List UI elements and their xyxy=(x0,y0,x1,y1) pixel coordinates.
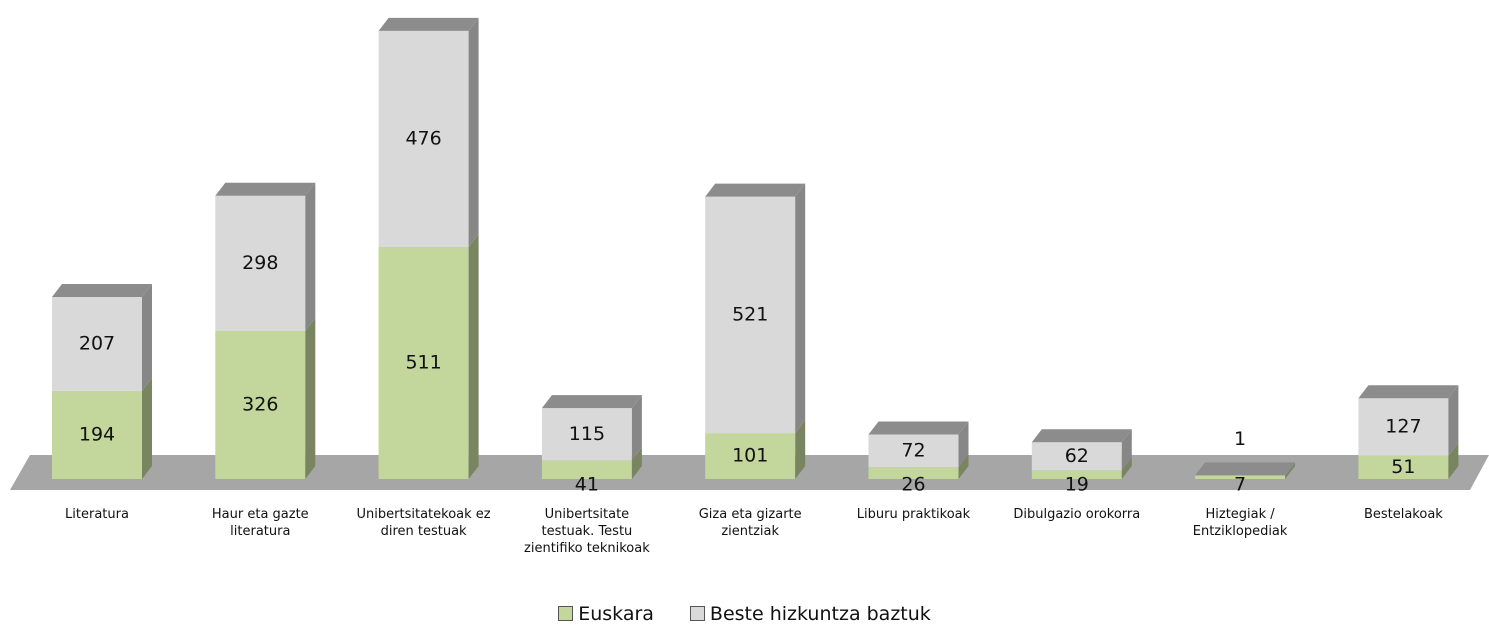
bar-front xyxy=(1358,398,1449,456)
bar-front xyxy=(1195,475,1286,479)
value-label: 101 xyxy=(732,445,768,467)
value-label: 127 xyxy=(1385,416,1421,438)
value-label: 194 xyxy=(79,423,115,445)
legend-label: Euskara xyxy=(578,603,654,625)
value-label: 72 xyxy=(901,439,925,461)
bar-side xyxy=(468,234,479,479)
bar-segment xyxy=(705,420,806,479)
value-label: 326 xyxy=(242,393,278,415)
bar-side xyxy=(1448,385,1459,456)
bar-front xyxy=(541,408,632,461)
bar-segment xyxy=(215,182,316,331)
bar-segment xyxy=(868,454,969,479)
bar-side xyxy=(631,447,642,479)
category-label: Unibertsitate testuak. Testu zientifiko … xyxy=(524,507,650,556)
bar-front xyxy=(215,195,306,331)
value-label: 26 xyxy=(901,474,925,496)
value-label: 62 xyxy=(1065,445,1089,467)
category-label: Dibulgazio orokorra xyxy=(1013,507,1141,522)
legend-item: Beste hizkuntza baztuk xyxy=(689,603,931,625)
bar-side xyxy=(1285,462,1296,476)
bar-top xyxy=(541,395,642,409)
value-label: 51 xyxy=(1391,456,1415,478)
value-label: 41 xyxy=(575,474,599,496)
bar-side xyxy=(958,454,969,479)
bar-segment xyxy=(541,447,642,479)
bar-front xyxy=(52,390,142,479)
bar-side xyxy=(142,283,152,391)
bar-segment xyxy=(52,283,152,391)
bar-side xyxy=(795,420,806,479)
category-label: Bestelakoak xyxy=(1363,507,1443,522)
bar-side xyxy=(1285,462,1296,479)
legend-label: Beste hizkuntza baztuk xyxy=(709,603,931,625)
bar-side xyxy=(305,317,316,479)
bar-front xyxy=(378,30,469,248)
bar-front xyxy=(52,296,142,391)
bar-top xyxy=(378,17,479,31)
bar-segment xyxy=(52,377,152,479)
bar-segment xyxy=(705,183,806,434)
bar-segment xyxy=(868,421,969,468)
bar-side xyxy=(958,421,969,468)
bar-side xyxy=(305,182,316,331)
bar-front xyxy=(1031,442,1122,471)
bar-segment xyxy=(1031,457,1132,479)
bar-segment xyxy=(378,17,479,248)
category-label: Giza eta gizarte zientziak xyxy=(698,507,802,539)
bar-segment xyxy=(1195,462,1296,479)
category-label: Unibertsitatekoak ez diren testuak xyxy=(356,507,491,539)
bar-front xyxy=(705,433,796,479)
value-label: 476 xyxy=(405,127,441,149)
bar-segment xyxy=(1031,429,1132,471)
category-label: Haur eta gazte literatura xyxy=(211,507,309,539)
bar-front xyxy=(868,467,959,479)
bar-top xyxy=(52,283,152,297)
value-label: 19 xyxy=(1065,474,1089,496)
bar-top xyxy=(868,421,969,435)
value-label: 511 xyxy=(405,352,441,374)
bar-side xyxy=(795,183,806,434)
legend-swatch xyxy=(558,606,574,621)
bar-front xyxy=(1358,455,1449,479)
bar-side xyxy=(1121,457,1132,479)
bar-front xyxy=(378,247,469,479)
legend-swatch xyxy=(689,606,705,621)
bar-side xyxy=(1448,442,1459,479)
value-label: 298 xyxy=(242,252,278,274)
bar-side xyxy=(142,377,152,479)
value-label: 7 xyxy=(1234,474,1246,496)
value-label: 1 xyxy=(1234,428,1246,450)
bar-segment xyxy=(378,234,479,479)
bar-top xyxy=(215,182,316,196)
bar-segment xyxy=(1358,385,1459,456)
bar-front xyxy=(541,460,632,479)
bar-segment xyxy=(1358,442,1459,479)
bar-segment xyxy=(1195,462,1296,476)
bar-front xyxy=(868,434,959,468)
value-label: 115 xyxy=(569,423,605,445)
bar-segment xyxy=(215,317,316,479)
value-label: 521 xyxy=(732,303,768,325)
bar-side xyxy=(468,17,479,248)
bar-front xyxy=(215,330,306,479)
category-label: Hiztegiak / Entziklopediak xyxy=(1192,507,1288,539)
category-label: Literatura xyxy=(65,507,129,522)
value-label: 207 xyxy=(79,332,115,354)
legend: Euskara Beste hizkuntza baztuk xyxy=(0,603,1489,625)
bar-side xyxy=(1121,429,1132,471)
bar-segment xyxy=(541,395,642,461)
bar-front xyxy=(1031,470,1122,479)
bar-top xyxy=(1195,462,1296,476)
bar-top xyxy=(1031,429,1132,443)
legend-item: Euskara xyxy=(558,603,654,625)
bar-front xyxy=(705,196,796,434)
bar-side xyxy=(631,395,642,461)
bar-top xyxy=(705,183,806,197)
bar-top xyxy=(1358,385,1459,399)
category-label: Liburu praktikoak xyxy=(856,507,971,522)
